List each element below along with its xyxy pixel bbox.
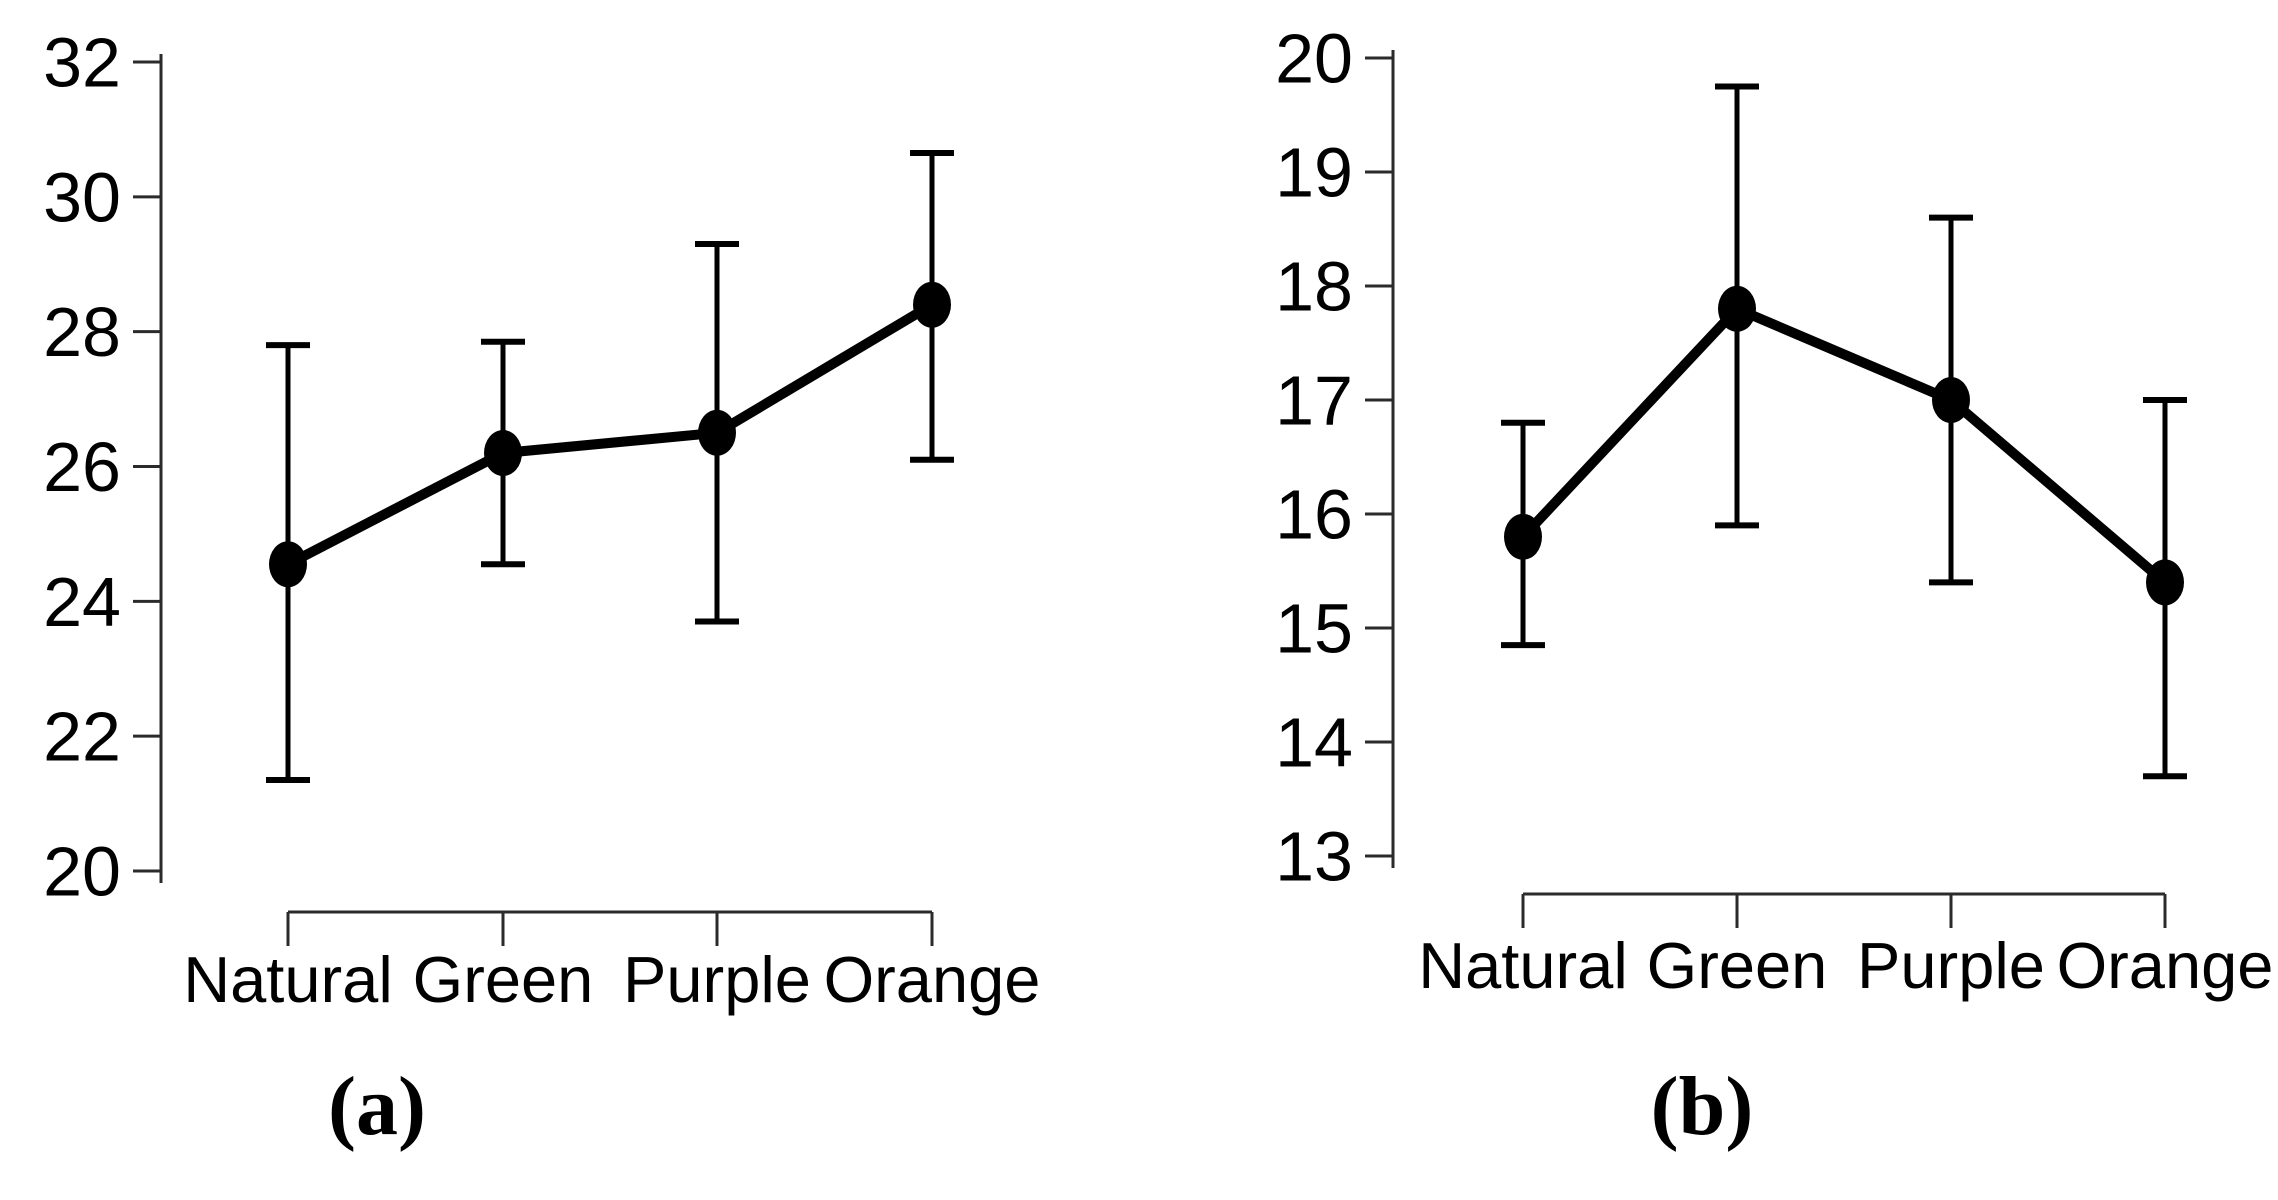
data-point-purple-b: [1932, 377, 1970, 423]
y-tick-label-b: 14: [1275, 704, 1353, 782]
caption-a: (a): [328, 1060, 426, 1153]
y-tick-label-b: 13: [1275, 818, 1353, 896]
x-tick-label-natural: Natural: [183, 943, 393, 1016]
y-tick-label-a: 20: [43, 833, 121, 911]
y-tick-label-a: 24: [43, 563, 121, 641]
data-point-green-a: [484, 430, 522, 477]
series-line-b: [1518, 302, 2170, 588]
y-tick-label-b: 15: [1275, 590, 1353, 668]
y-tick-label-b: 19: [1275, 134, 1353, 212]
data-point-natural-b: [1504, 513, 1542, 560]
data-point-orange-a: [913, 281, 951, 328]
series-line-a: [283, 299, 937, 570]
y-tick-label-a: 28: [43, 293, 121, 371]
x-tick-label-purple: Purple: [1857, 929, 2045, 1002]
x-tick-label-orange: Orange: [2057, 929, 2274, 1002]
data-point-natural-a: [269, 541, 307, 588]
x-tick-label-green: Green: [1647, 929, 1828, 1002]
y-tick-label-b: 18: [1275, 248, 1353, 326]
x-tick-label-purple: Purple: [623, 943, 811, 1016]
x-tick-label-orange: Orange: [824, 943, 1041, 1016]
y-tick-label-a: 26: [43, 428, 121, 506]
y-tick-label-b: 20: [1275, 20, 1353, 98]
data-point-green-b: [1718, 285, 1756, 332]
x-tick-label-natural: Natural: [1418, 929, 1628, 1002]
data-point-orange-b: [2146, 559, 2184, 606]
y-tick-label-b: 16: [1275, 476, 1353, 554]
data-point-purple-a: [698, 409, 736, 456]
y-tick-label-a: 32: [43, 24, 121, 102]
y-tick-label-a: 22: [43, 698, 121, 776]
y-tick-label-b: 17: [1275, 362, 1353, 440]
y-tick-label-a: 30: [43, 158, 121, 236]
caption-b: (b): [1650, 1060, 1754, 1153]
x-tick-label-green: Green: [413, 943, 594, 1016]
